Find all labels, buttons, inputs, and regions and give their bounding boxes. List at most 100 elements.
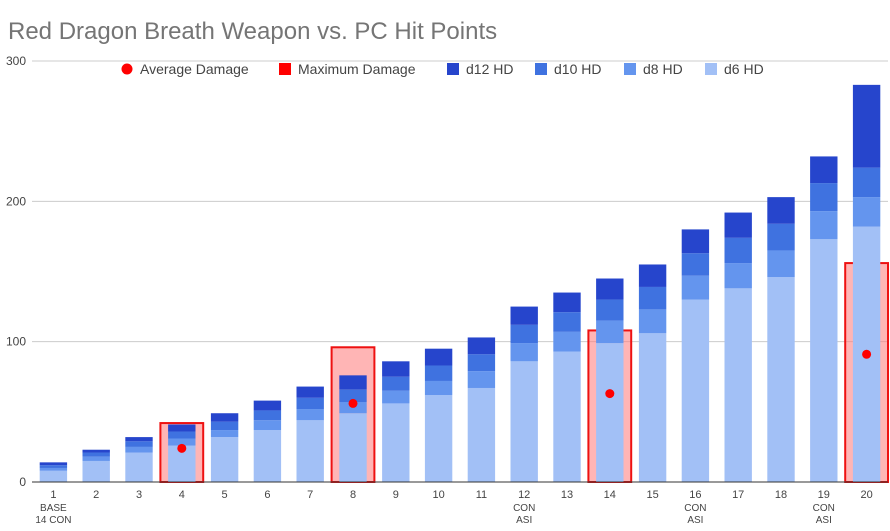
avg-damage-dot-14 <box>605 389 615 399</box>
bar-d6-hd-2 <box>82 460 110 482</box>
bar-d6-hd-11 <box>467 387 496 482</box>
bar-d12-hd-18 <box>767 197 795 224</box>
bar-d6-hd-6 <box>253 430 282 482</box>
x-tick-label-8: 8 <box>350 489 356 501</box>
x-tick-label-7: 7 <box>307 489 313 501</box>
grid-layer <box>32 60 888 343</box>
bar-d6-hd-8 <box>339 413 367 482</box>
bar-d10-hd-11 <box>467 354 496 372</box>
bar-d10-hd-16 <box>681 253 710 276</box>
bar-d10-hd-7 <box>296 397 324 410</box>
legend-label-3: d10 HD <box>554 61 601 77</box>
x-tick-note-12-0: CON <box>513 503 535 514</box>
bar-d6-hd-19 <box>810 239 838 482</box>
avg-damage-dot-4 <box>177 443 187 453</box>
bar-d10-hd-12 <box>510 324 538 344</box>
bar-d10-hd-6 <box>253 410 282 421</box>
bar-d12-hd-4 <box>168 424 196 432</box>
x-tick-note-1-1: 14 CON <box>35 515 71 526</box>
legend-swatch-5 <box>705 63 717 75</box>
bar-d12-hd-1 <box>39 462 68 466</box>
bar-d12-hd-20 <box>852 84 881 168</box>
bar-d8-hd-6 <box>253 420 282 431</box>
bar-d6-hd-1 <box>39 470 68 482</box>
bar-d8-hd-4 <box>168 438 196 446</box>
x-tick-label-19: 19 <box>818 489 830 501</box>
bar-d8-hd-1 <box>39 467 68 471</box>
bar-d12-hd-17 <box>724 212 752 238</box>
legend-label-2: d12 HD <box>466 61 513 77</box>
legend-label-0: Average Damage <box>140 61 249 77</box>
bar-d8-hd-16 <box>681 275 710 300</box>
bar-d10-hd-19 <box>810 183 838 212</box>
x-tick-label-16: 16 <box>689 489 701 501</box>
bar-d12-hd-9 <box>382 361 410 377</box>
legend-label-4: d8 HD <box>643 61 683 77</box>
bar-d8-hd-14 <box>596 320 624 344</box>
bar-d8-hd-13 <box>553 331 581 352</box>
bar-d8-hd-9 <box>382 390 410 404</box>
x-tick-note-19-0: CON <box>813 503 835 514</box>
bar-d6-hd-3 <box>125 452 153 482</box>
x-tick-label-10: 10 <box>432 489 444 501</box>
x-tick-label-3: 3 <box>136 489 142 501</box>
bar-d12-hd-2 <box>82 449 110 453</box>
bar-d10-hd-15 <box>638 286 667 310</box>
bar-d12-hd-5 <box>210 413 239 422</box>
bar-d10-hd-20 <box>852 167 881 198</box>
bar-d12-hd-14 <box>596 278 624 300</box>
bar-d8-hd-11 <box>467 371 496 388</box>
y-tick-label-0: 0 <box>19 475 26 489</box>
bar-d6-hd-14 <box>596 343 624 482</box>
x-tick-label-1: 1 <box>50 489 56 501</box>
bar-d10-hd-1 <box>39 465 68 468</box>
bars-layer <box>39 84 890 483</box>
x-tick-label-17: 17 <box>732 489 744 501</box>
legend-label-1: Maximum Damage <box>298 61 416 77</box>
legend-swatch-0 <box>121 63 133 75</box>
bar-d10-hd-5 <box>210 421 239 431</box>
bar-d10-hd-14 <box>596 299 624 321</box>
bar-d12-hd-19 <box>810 156 838 184</box>
x-tick-label-6: 6 <box>264 489 270 501</box>
bar-d8-hd-19 <box>810 211 838 240</box>
bar-d12-hd-12 <box>510 306 538 325</box>
x-tick-label-2: 2 <box>93 489 99 501</box>
bar-d12-hd-16 <box>681 229 710 254</box>
bar-d10-hd-3 <box>125 441 153 447</box>
bar-d12-hd-15 <box>638 264 667 287</box>
overlay-layer <box>177 349 872 453</box>
bar-d8-hd-10 <box>424 380 453 395</box>
bar-d6-hd-17 <box>724 288 752 482</box>
bar-d10-hd-17 <box>724 237 752 264</box>
y-tick-label-1: 100 <box>6 335 26 349</box>
avg-damage-dot-8 <box>348 398 358 408</box>
bar-d10-hd-18 <box>767 223 795 251</box>
x-tick-note-12-1: ASI <box>516 515 532 526</box>
x-tick-label-11: 11 <box>476 489 487 501</box>
bar-d8-hd-12 <box>510 343 538 362</box>
bar-d6-hd-10 <box>424 394 453 482</box>
bar-d12-hd-3 <box>125 437 153 442</box>
bar-d6-hd-15 <box>638 333 667 482</box>
bar-d12-hd-13 <box>553 292 581 313</box>
y-tick-label-2: 200 <box>6 194 26 208</box>
legend-layer: Average Damage Maximum Damage d12 HD d10 HD… <box>121 61 764 77</box>
bar-d6-hd-12 <box>510 361 538 482</box>
bar-d6-hd-18 <box>767 277 795 482</box>
x-tick-label-15: 15 <box>646 489 658 501</box>
x-tick-note-16-0: CON <box>684 503 706 514</box>
legend-swatch-4 <box>624 63 636 75</box>
x-tick-label-5: 5 <box>222 489 228 501</box>
bar-d10-hd-13 <box>553 312 581 332</box>
x-tick-label-18: 18 <box>775 489 787 501</box>
x-tick-label-9: 9 <box>393 489 399 501</box>
bar-d10-hd-9 <box>382 376 410 391</box>
x-tick-label-4: 4 <box>179 489 185 501</box>
x-tick-note-16-1: ASI <box>687 515 703 526</box>
bar-d8-hd-3 <box>125 446 153 453</box>
bar-d12-hd-8 <box>339 375 367 390</box>
bar-d10-hd-8 <box>339 389 367 403</box>
chart-title: Red Dragon Breath Weapon vs. PC Hit Poin… <box>8 18 498 45</box>
